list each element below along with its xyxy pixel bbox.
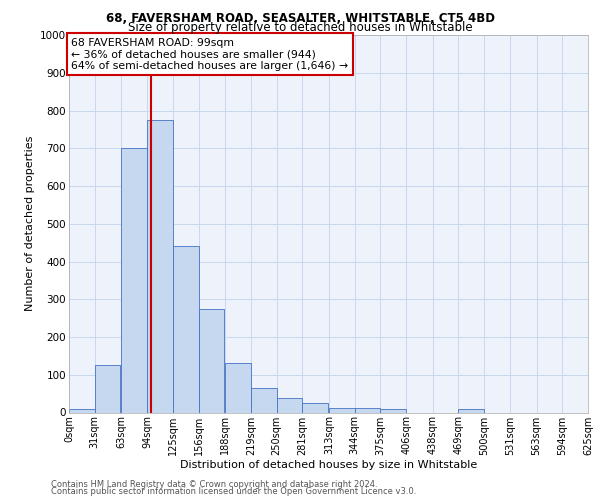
Bar <box>173 246 199 412</box>
Text: 68 FAVERSHAM ROAD: 99sqm
← 36% of detached houses are smaller (944)
64% of semi-: 68 FAVERSHAM ROAD: 99sqm ← 36% of detach… <box>71 38 349 71</box>
Text: Size of property relative to detached houses in Whitstable: Size of property relative to detached ho… <box>128 22 472 35</box>
Bar <box>458 410 484 412</box>
Bar <box>121 148 147 412</box>
Y-axis label: Number of detached properties: Number of detached properties <box>25 136 35 312</box>
Bar <box>95 366 121 412</box>
Bar <box>147 120 173 412</box>
Bar <box>302 403 328 412</box>
Bar <box>277 398 302 412</box>
Bar <box>225 364 251 412</box>
Bar <box>380 410 406 412</box>
Bar <box>329 408 355 412</box>
Text: 68, FAVERSHAM ROAD, SEASALTER, WHITSTABLE, CT5 4BD: 68, FAVERSHAM ROAD, SEASALTER, WHITSTABL… <box>106 12 494 24</box>
Text: Contains public sector information licensed under the Open Government Licence v3: Contains public sector information licen… <box>51 487 416 496</box>
Bar <box>69 410 95 412</box>
Bar <box>355 408 380 412</box>
X-axis label: Distribution of detached houses by size in Whitstable: Distribution of detached houses by size … <box>180 460 477 470</box>
Bar <box>251 388 277 412</box>
Bar <box>199 308 224 412</box>
Text: Contains HM Land Registry data © Crown copyright and database right 2024.: Contains HM Land Registry data © Crown c… <box>51 480 377 489</box>
